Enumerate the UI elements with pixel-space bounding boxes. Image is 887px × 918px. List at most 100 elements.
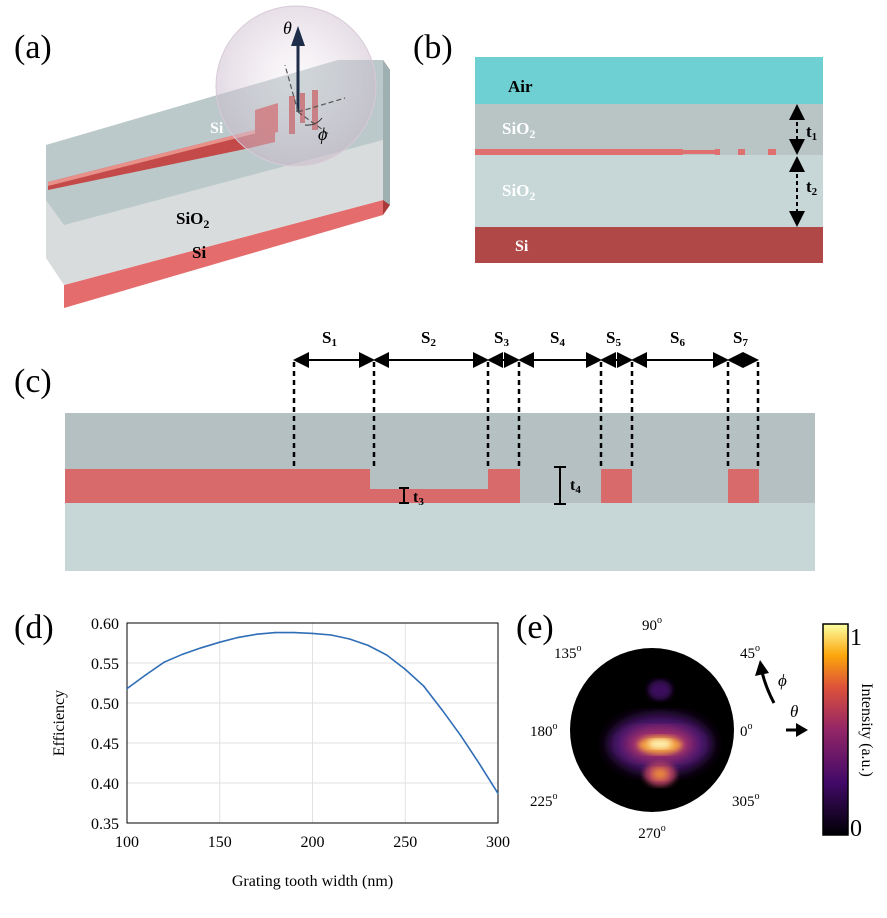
theta-arrow-icon — [291, 26, 305, 46]
segment-label-s5: S5 — [606, 328, 621, 349]
theta-label: θ — [283, 18, 292, 38]
y-tick-label: 0.45 — [91, 736, 119, 753]
sio2-top-label: SiO2 — [502, 119, 535, 141]
efficiency-point — [478, 763, 481, 765]
si-device-tooth-2 — [738, 149, 745, 155]
panel-c-label: (c) — [14, 363, 52, 400]
angle-45: 45o — [740, 643, 760, 662]
theta-label-e: θ — [790, 702, 798, 721]
efficiency-point — [237, 636, 240, 639]
waveguide-highlight — [48, 130, 257, 186]
panel-d-label: (d) — [14, 609, 54, 646]
efficiency-point — [348, 638, 351, 640]
sio2-label: SiO2 — [176, 209, 209, 231]
phi-arc — [304, 117, 323, 126]
efficiency-point — [330, 634, 332, 636]
colorbar-max: 1 — [850, 625, 862, 651]
chart-grid — [126, 622, 499, 824]
efficiency-point — [256, 633, 258, 635]
angle-0: 0o — [740, 721, 753, 740]
y-tick-label: 0.35 — [91, 816, 119, 833]
efficiency-point — [311, 632, 314, 635]
phi-axis — [297, 97, 346, 113]
t4-label: t4 — [570, 477, 581, 496]
t3-marker — [399, 487, 409, 504]
panel-b-label: (b) — [413, 29, 453, 66]
box-region — [65, 503, 815, 571]
y-tick-label: 0.55 — [91, 656, 119, 673]
tooth-s3 — [488, 469, 520, 503]
phi-arrowhead-icon — [755, 660, 769, 676]
efficiency-point — [163, 661, 165, 663]
x-tick-label: 300 — [486, 834, 510, 851]
panel-a: (a) θ ϕ Si SiO2 Si — [14, 5, 390, 308]
phi-axis-2 — [297, 111, 331, 136]
panel-d-chart: (d) 100 150 200 250 300 0.35 0.40 0.45 0.50 0.55 0… — [14, 609, 510, 890]
oxide-side — [383, 60, 390, 205]
chart-series — [126, 631, 499, 795]
input-waveguide — [65, 469, 370, 503]
t2-label: t2 — [806, 177, 818, 198]
si-waveguide-label: Si — [210, 120, 224, 137]
segment-label-s7: S7 — [733, 328, 748, 349]
x-tick-label: 250 — [393, 834, 417, 851]
phi-curved-arrow — [760, 671, 776, 704]
tooth-s7 — [728, 469, 759, 503]
si-device-layer — [475, 149, 683, 155]
si-device-shallow — [683, 150, 715, 154]
efficiency-point — [144, 674, 147, 676]
x-tick-label: 150 — [208, 834, 232, 851]
air-layer — [475, 57, 823, 104]
y-tick-label: 0.60 — [91, 616, 119, 633]
sio2-box-layer — [475, 155, 823, 227]
far-field-sphere — [215, 5, 377, 167]
theta-arrowhead-icon — [796, 723, 808, 737]
si-substrate-layer — [475, 227, 823, 263]
air-label: Air — [508, 77, 533, 96]
segment-label-s6: S6 — [670, 328, 685, 349]
x-axis-label: Grating tooth width (nm) — [232, 873, 393, 890]
panel-e-label: (e) — [516, 609, 554, 646]
efficiency-point — [497, 792, 499, 795]
sio2-bottom-label: SiO2 — [502, 181, 535, 203]
tooth-s5 — [601, 469, 632, 503]
panel-b: (b) Air SiO2 SiO2 Si t1 t2 — [413, 29, 823, 263]
x-tick-label: 200 — [301, 834, 325, 851]
efficiency-point — [460, 735, 462, 737]
y-axis-label: Efficiency — [51, 690, 68, 756]
t1-label: t1 — [806, 122, 817, 143]
angle-90: 90o — [642, 615, 662, 634]
panel-c: (c) S1 S2 S3 — [14, 328, 815, 571]
panel-a-label: (a) — [14, 29, 52, 66]
efficiency-point — [200, 647, 202, 649]
efficiency-point — [218, 641, 221, 643]
angle-305: 305o — [732, 791, 760, 810]
si-device-tooth-3 — [768, 149, 776, 155]
shallow-etch-region — [370, 489, 520, 503]
efficiency-point — [385, 654, 388, 656]
phi-label-e: ϕ — [778, 671, 787, 690]
panel-e: (e) 90o 45o 0o 305o 270o 225o 180o 135o … — [516, 609, 875, 842]
segment-labels: S1 S2 S3 S4 S5 S6 S7 — [322, 328, 748, 349]
colorbar-min: 0 — [850, 816, 862, 842]
angle-180: 180o — [530, 721, 558, 740]
segment-label-s2: S2 — [421, 328, 436, 349]
efficiency-point — [293, 631, 295, 634]
y-tick-label: 0.50 — [91, 696, 119, 713]
angle-225: 225o — [530, 791, 558, 810]
chart-frame — [126, 622, 499, 824]
colorbar-label: Intensity (a.u.) — [858, 683, 875, 777]
angle-270: 270o — [638, 823, 666, 842]
t3-label: t3 — [413, 489, 424, 508]
chart-ticks: 100 150 200 250 300 0.35 0.40 0.45 0.50 0.55 0.60 — [91, 616, 510, 851]
x-tick-label: 100 — [115, 834, 139, 851]
efficiency-point — [367, 644, 369, 647]
efficiency-point — [423, 685, 425, 687]
efficiency-point — [441, 709, 444, 711]
colorbar — [822, 623, 849, 836]
efficiency-point — [404, 668, 407, 671]
angle-135: 135o — [554, 643, 582, 662]
segment-label-s3: S3 — [494, 328, 509, 349]
efficiency-point — [274, 631, 277, 634]
